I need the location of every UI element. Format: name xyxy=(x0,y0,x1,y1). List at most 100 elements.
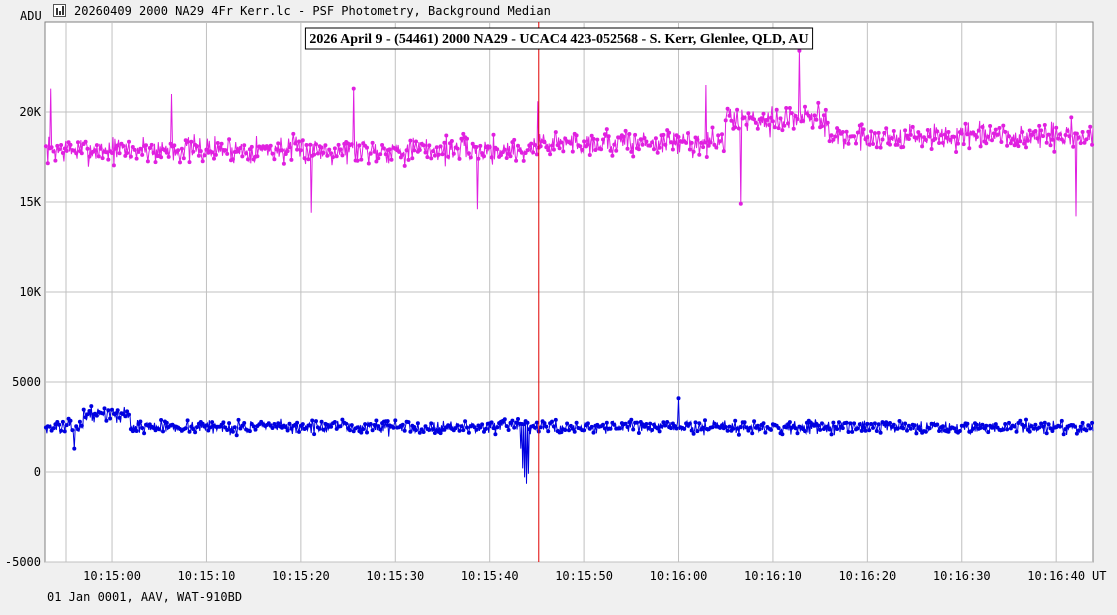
data-point xyxy=(1022,141,1027,146)
data-point xyxy=(727,113,732,118)
data-point xyxy=(332,146,337,151)
data-point xyxy=(869,129,874,134)
data-point xyxy=(801,118,806,123)
data-point xyxy=(253,427,258,432)
data-point xyxy=(412,425,417,429)
data-point xyxy=(697,421,702,426)
data-point xyxy=(372,149,377,154)
data-point xyxy=(187,429,192,434)
data-point xyxy=(274,424,279,429)
data-point xyxy=(1052,149,1057,154)
data-point xyxy=(546,148,551,153)
data-point xyxy=(128,154,133,159)
data-point xyxy=(918,133,923,138)
data-point xyxy=(980,125,985,129)
data-point xyxy=(336,142,341,147)
data-point xyxy=(922,135,926,140)
data-point xyxy=(759,116,764,121)
data-point xyxy=(43,144,48,149)
data-point xyxy=(1046,132,1051,137)
data-point xyxy=(627,132,632,136)
data-point xyxy=(149,142,154,147)
data-point xyxy=(483,426,488,431)
data-point xyxy=(495,147,500,152)
data-point xyxy=(414,428,418,433)
data-point xyxy=(816,100,821,105)
data-point xyxy=(629,417,634,422)
data-point xyxy=(142,431,147,436)
data-point xyxy=(1048,143,1053,148)
data-point xyxy=(1008,141,1013,146)
data-point xyxy=(465,425,469,430)
data-point xyxy=(837,420,841,425)
data-point xyxy=(846,430,851,434)
data-point xyxy=(833,134,838,139)
data-point xyxy=(993,127,998,132)
data-point xyxy=(884,126,889,131)
footer-info: 01 Jan 0001, AAV, WAT-910BD xyxy=(47,590,243,604)
y-tick-label: 5000 xyxy=(12,375,41,389)
data-point xyxy=(825,424,830,429)
data-point xyxy=(882,130,887,135)
data-point xyxy=(94,413,99,418)
data-point xyxy=(723,425,728,429)
data-point xyxy=(895,426,900,431)
data-point xyxy=(755,423,760,428)
data-point xyxy=(1027,429,1032,434)
data-point xyxy=(136,149,141,154)
data-point xyxy=(608,148,613,153)
lightcurve-icon[interactable] xyxy=(53,4,66,17)
data-point xyxy=(1090,142,1095,147)
data-point xyxy=(482,154,486,159)
data-point xyxy=(889,136,894,141)
data-point xyxy=(888,421,892,425)
data-point xyxy=(895,142,900,147)
data-point xyxy=(251,424,256,429)
data-point xyxy=(219,141,224,146)
data-point xyxy=(787,420,792,425)
data-point xyxy=(193,430,198,435)
data-point xyxy=(816,423,821,428)
data-point xyxy=(1056,136,1061,141)
data-point xyxy=(721,149,726,154)
data-point xyxy=(644,139,649,144)
data-point xyxy=(940,140,945,145)
data-point xyxy=(87,409,92,413)
data-point xyxy=(1044,140,1049,145)
data-point xyxy=(125,151,130,155)
data-point xyxy=(750,431,755,436)
data-point xyxy=(1014,141,1019,146)
data-point xyxy=(991,131,996,136)
data-point xyxy=(695,429,700,434)
data-point xyxy=(70,428,75,433)
data-point xyxy=(438,144,443,149)
data-point xyxy=(939,133,943,138)
data-point xyxy=(1003,422,1008,426)
data-point xyxy=(872,131,877,136)
data-point xyxy=(319,419,324,424)
data-point xyxy=(317,426,322,431)
data-point xyxy=(636,431,641,435)
data-point xyxy=(640,142,645,147)
data-point xyxy=(1020,130,1025,134)
data-point xyxy=(538,425,543,430)
data-point xyxy=(548,152,553,157)
data-point xyxy=(914,135,919,140)
data-point xyxy=(767,123,772,127)
data-point xyxy=(835,427,840,431)
data-point xyxy=(340,417,345,422)
data-point xyxy=(183,426,188,431)
data-point xyxy=(720,423,724,428)
data-point xyxy=(329,424,334,429)
data-point xyxy=(878,430,883,435)
data-point xyxy=(648,421,653,426)
data-point xyxy=(106,157,111,162)
data-point xyxy=(431,149,435,154)
data-point xyxy=(1058,424,1062,429)
data-point xyxy=(138,146,143,151)
data-point xyxy=(1071,144,1076,149)
data-point xyxy=(901,145,906,149)
data-point xyxy=(684,140,689,145)
data-point xyxy=(769,115,773,120)
